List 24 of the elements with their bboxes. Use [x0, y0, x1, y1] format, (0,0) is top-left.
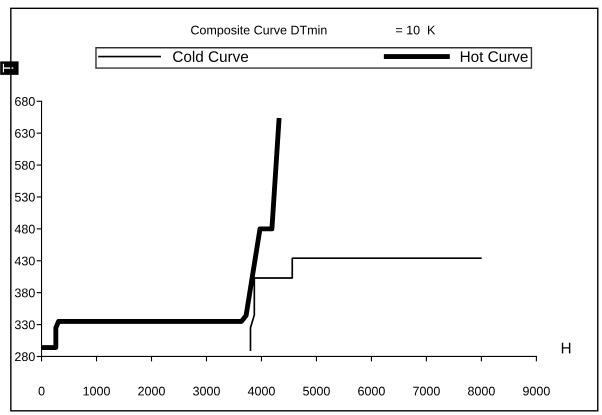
x-tick-label: 8000 — [468, 386, 495, 396]
x-tick-label: 4000 — [248, 386, 275, 396]
x-tick-label: 2000 — [138, 386, 165, 396]
chart-title: Composite Curve DTmin — [191, 25, 326, 37]
y-tick-label: 680 — [15, 97, 35, 106]
y-tick-label: 480 — [14, 224, 35, 234]
x-tick-label: 9000 — [523, 386, 550, 396]
chart-subtitle: = 10 K — [396, 26, 436, 34]
legend-label: Hot Curve — [460, 51, 528, 62]
y-tick-label: 330 — [14, 320, 35, 330]
x-tick-label: 5000 — [303, 386, 330, 396]
y-tick-label: 280 — [15, 352, 35, 362]
y-tick-label: 580 — [14, 160, 35, 170]
x-axis-title: H — [562, 342, 570, 354]
x-tick-label: 0 — [38, 386, 45, 396]
y-tick-label: 530 — [14, 192, 35, 202]
legend-label: Cold Curve — [173, 50, 248, 62]
x-tick-label: 7000 — [413, 386, 440, 396]
y-tick-label: 380 — [14, 288, 35, 298]
y-tick-label: 630 — [15, 128, 35, 138]
x-tick-label: 6000 — [358, 386, 385, 396]
x-tick-label: 3000 — [193, 386, 220, 396]
y-tick-label: 430 — [14, 256, 35, 266]
x-tick-label: 1000 — [84, 386, 110, 396]
